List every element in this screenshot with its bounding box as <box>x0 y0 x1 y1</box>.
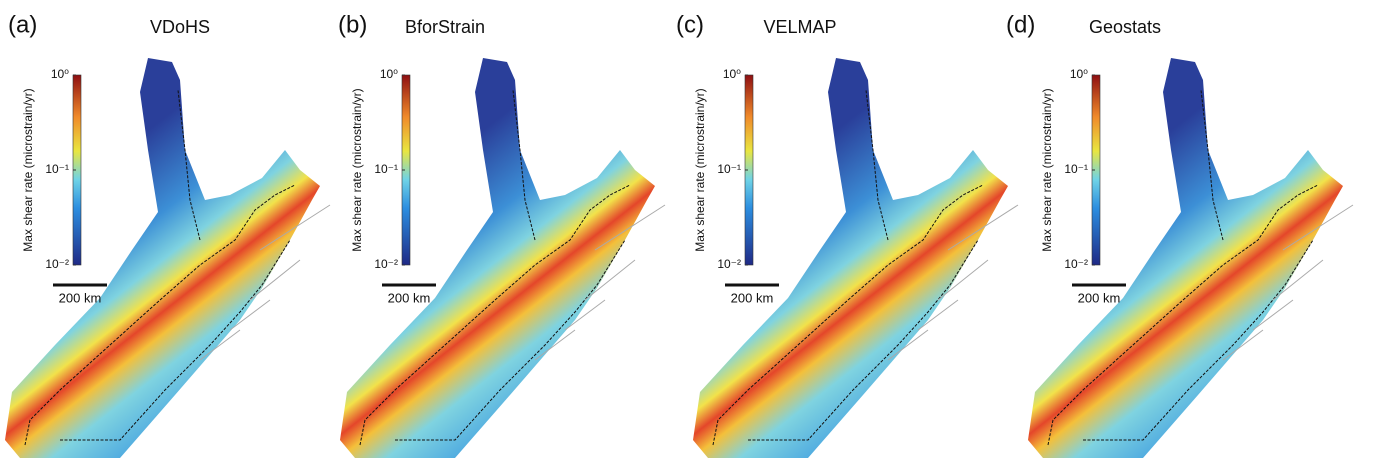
colorbar-label: Max shear rate (microstrain/yr) <box>350 88 364 251</box>
panel-title: VELMAP <box>763 17 836 37</box>
scale-bar-label: 200 km <box>731 290 774 305</box>
panel-label: (a) <box>8 11 37 38</box>
panel: (c) VELMAP 10⁰ 10⁻¹ 10⁻² Max shear rate (micr… <box>676 11 1018 458</box>
panel-title: BforStrain <box>405 17 485 37</box>
tick-label: 10⁻¹ <box>374 162 398 176</box>
panel-title: Geostats <box>1089 17 1161 37</box>
tick-label: 10⁻¹ <box>45 162 69 176</box>
tick-label: 10⁻² <box>374 257 398 271</box>
scale-bar-label: 200 km <box>1078 290 1121 305</box>
tick-label: 10⁻¹ <box>717 162 741 176</box>
scale-bar-label: 200 km <box>59 290 102 305</box>
panel-title: VDoHS <box>150 17 210 37</box>
panel: (a) VDoHS 10⁰ 10⁻¹ 10⁻² Max shear rate (micro… <box>5 11 330 458</box>
panel-label: (d) <box>1006 11 1035 38</box>
tick-label: 10⁻¹ <box>1064 162 1088 176</box>
panel: (b) BforStrain 10⁰ 10⁻¹ 10⁻² Max shear rate (… <box>338 11 665 458</box>
scale-bar-label: 200 km <box>388 290 431 305</box>
tick-label: 10⁰ <box>1070 67 1088 81</box>
map <box>693 58 1018 458</box>
colorbar-label: Max shear rate (microstrain/yr) <box>693 88 707 251</box>
tick-label: 10⁰ <box>51 67 69 81</box>
colorbar-label: Max shear rate (microstrain/yr) <box>1040 88 1054 251</box>
tick-label: 10⁻² <box>1064 257 1088 271</box>
panel-label: (c) <box>676 11 704 38</box>
tick-label: 10⁰ <box>380 67 398 81</box>
tick-label: 10⁰ <box>723 67 741 81</box>
tick-label: 10⁻² <box>717 257 741 271</box>
panel-label: (b) <box>338 11 367 38</box>
figure: (a) VDoHS 10⁰ 10⁻¹ 10⁻² Max shear rate (micro… <box>0 0 1374 470</box>
tick-label: 10⁻² <box>45 257 69 271</box>
panel: (d) Geostats 10⁰ 10⁻¹ 10⁻² Max shear rate (mi… <box>1006 11 1353 458</box>
colorbar-label: Max shear rate (microstrain/yr) <box>21 88 35 251</box>
